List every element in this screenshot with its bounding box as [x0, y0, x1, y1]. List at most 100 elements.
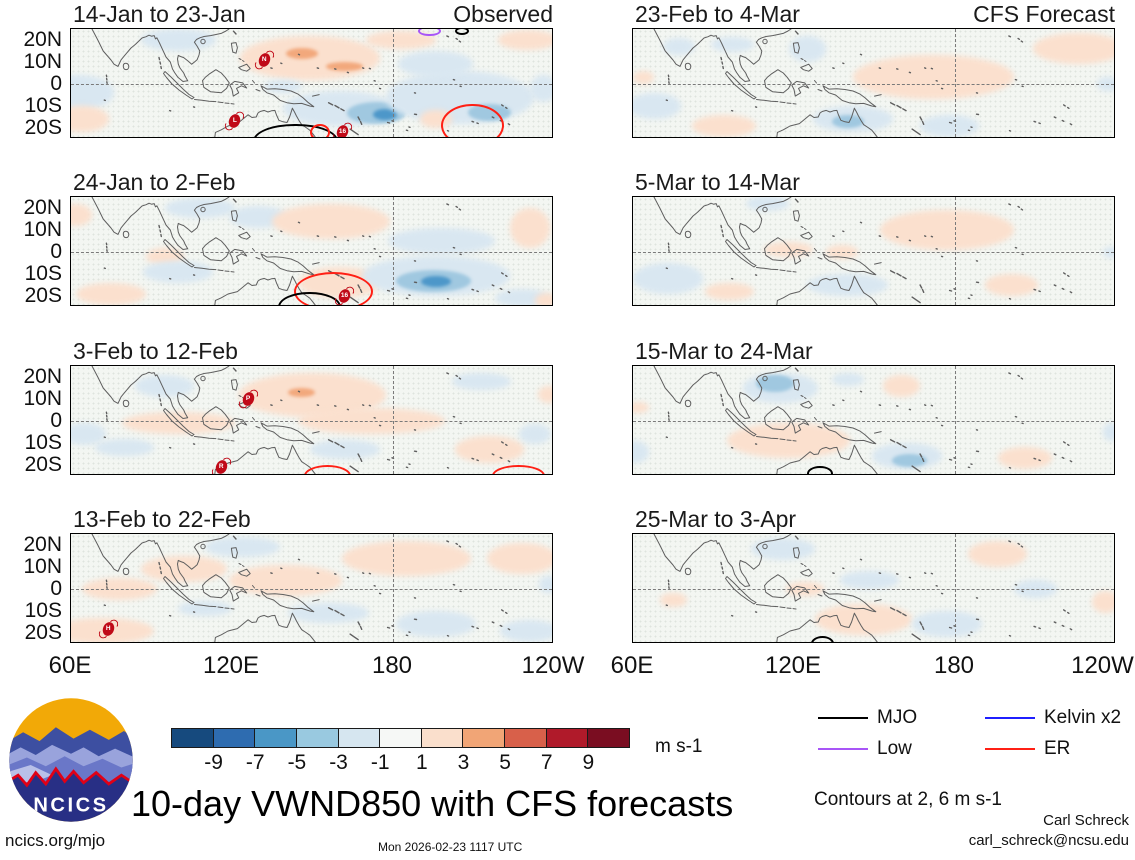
cyclone-label: 16: [338, 128, 346, 136]
legend-label: ER: [1044, 738, 1071, 759]
anomaly-blob: [264, 79, 302, 93]
y-tick-label: 0: [50, 577, 62, 600]
anomaly-blob: [537, 385, 552, 404]
y-tick-label: 0: [50, 72, 62, 95]
equator-gridline: [633, 83, 1114, 85]
dateline-gridline: [954, 29, 956, 137]
panel-title: 23-Feb to 4-Mar: [635, 1, 800, 27]
y-tick-label: 10N: [23, 555, 62, 578]
x-tick-label: 120W: [1071, 652, 1134, 679]
legend-label: Kelvin x2: [1044, 707, 1122, 728]
legend-item: Kelvin x2: [985, 707, 1121, 729]
footer-timestamp: Mon 2026-02-23 1117 UTC: [378, 840, 523, 854]
ncics-logo-image: NCICS: [9, 698, 133, 822]
anomaly-blob: [726, 423, 851, 459]
panel-title: 15-Mar to 24-Mar: [635, 338, 813, 364]
contour-legend: MJO Kelvin x2 Low ER: [818, 707, 1121, 760]
y-tick-label: 20N: [23, 365, 62, 388]
colorbar-cell: [295, 728, 339, 748]
ncics-logo: NCICS: [8, 697, 134, 823]
anomaly-blob: [1102, 423, 1114, 441]
anomaly-blob: [692, 114, 757, 137]
y-tick-label: 20S: [24, 621, 62, 644]
wave-contour-mjo: [811, 636, 835, 642]
map-plot: 16: [70, 196, 553, 306]
anomaly-blob: [633, 402, 650, 414]
panel-title: 5-Mar to 14-Mar: [635, 169, 800, 195]
legend-line-swatch: [818, 747, 868, 751]
page-title: 10-day VWND850 with CFS forecasts: [131, 783, 734, 824]
cyclone-label: 16: [341, 291, 349, 299]
x-tick-label: 180: [933, 652, 975, 679]
wave-contour-low: [418, 29, 442, 37]
panel-title: 13-Feb to 22-Feb: [73, 506, 251, 532]
footer-site-link: ncics.org/mjo: [5, 831, 106, 850]
anomaly-blob: [984, 274, 1039, 296]
colorbar-cell: [545, 728, 589, 748]
x-tick-label: 180: [371, 652, 413, 679]
coastline-map: [653, 366, 1073, 474]
anomaly-blob: [285, 47, 318, 59]
wave-contour-er: [309, 123, 330, 137]
y-tick-label: 10S: [24, 262, 62, 285]
dateline-gridline: [954, 534, 956, 642]
wave-contour-er: [441, 103, 505, 137]
map-plot: N L 16: [70, 28, 553, 138]
dateline-gridline: [392, 534, 394, 642]
legend-label: Low: [877, 738, 912, 759]
y-tick-label: 10S: [24, 94, 62, 117]
colorbar-tick-label: 5: [499, 751, 511, 774]
legend-label: MJO: [877, 707, 918, 728]
anomaly-blob: [529, 75, 552, 102]
anomaly-blob: [500, 619, 552, 642]
x-tick-label: 120W: [521, 652, 585, 679]
x-tick-label: 60E: [610, 652, 654, 679]
anomaly-blob: [76, 282, 147, 305]
y-tick-label: 10N: [23, 218, 62, 241]
equator-gridline: [633, 420, 1114, 422]
anomaly-blob: [398, 51, 474, 78]
colorbar-cell: [379, 728, 422, 748]
colorbar-cell: [420, 728, 464, 748]
anomaly-blob: [535, 292, 552, 305]
y-tick-label: 10N: [23, 387, 62, 410]
anomaly-blob: [509, 208, 550, 248]
panel-title: 24-Jan to 2-Feb: [73, 169, 236, 195]
anomaly-blob: [831, 372, 864, 386]
anomaly-blob: [387, 227, 495, 255]
y-tick-label: 10S: [24, 599, 62, 622]
legend-line-swatch: [818, 716, 868, 720]
anomaly-blob: [633, 92, 682, 120]
anomaly-blob: [95, 438, 155, 457]
anomaly-blob: [325, 62, 364, 71]
anomaly-blob: [497, 30, 552, 50]
anomaly-blob: [342, 540, 471, 576]
anomaly-blob: [372, 109, 398, 121]
panel-title: 3-Feb to 12-Feb: [73, 338, 238, 364]
y-tick-label: 20S: [24, 453, 62, 476]
anomaly-blob: [633, 70, 655, 84]
colorbar-tick-label: 9: [582, 751, 595, 774]
panel-corner-label: CFS Forecast: [973, 1, 1115, 27]
wave-contour-mjo: [807, 466, 833, 474]
equator-gridline: [71, 588, 552, 590]
colorbar-tick-label: -7: [245, 751, 265, 774]
colorbar: [171, 728, 631, 748]
colorbar-tick-label: -3: [329, 751, 348, 774]
y-tick-label: 20N: [23, 28, 62, 51]
coastline-map: [653, 29, 1073, 137]
anomaly-blob: [659, 593, 687, 607]
y-tick-label: 10N: [23, 50, 62, 73]
dateline-gridline: [392, 197, 394, 305]
logo-text: NCICS: [33, 795, 108, 817]
anomaly-blob: [494, 289, 549, 305]
map-plot: [632, 196, 1115, 306]
colorbar-cell: [462, 728, 506, 748]
anomaly-blob: [395, 611, 477, 638]
colorbar-tick-label: -5: [287, 751, 307, 774]
y-tick-label: 20S: [24, 116, 62, 139]
panel-corner-label: Observed: [453, 1, 553, 27]
legend-item: ER: [985, 738, 1121, 760]
y-tick-label: 20S: [24, 284, 62, 307]
